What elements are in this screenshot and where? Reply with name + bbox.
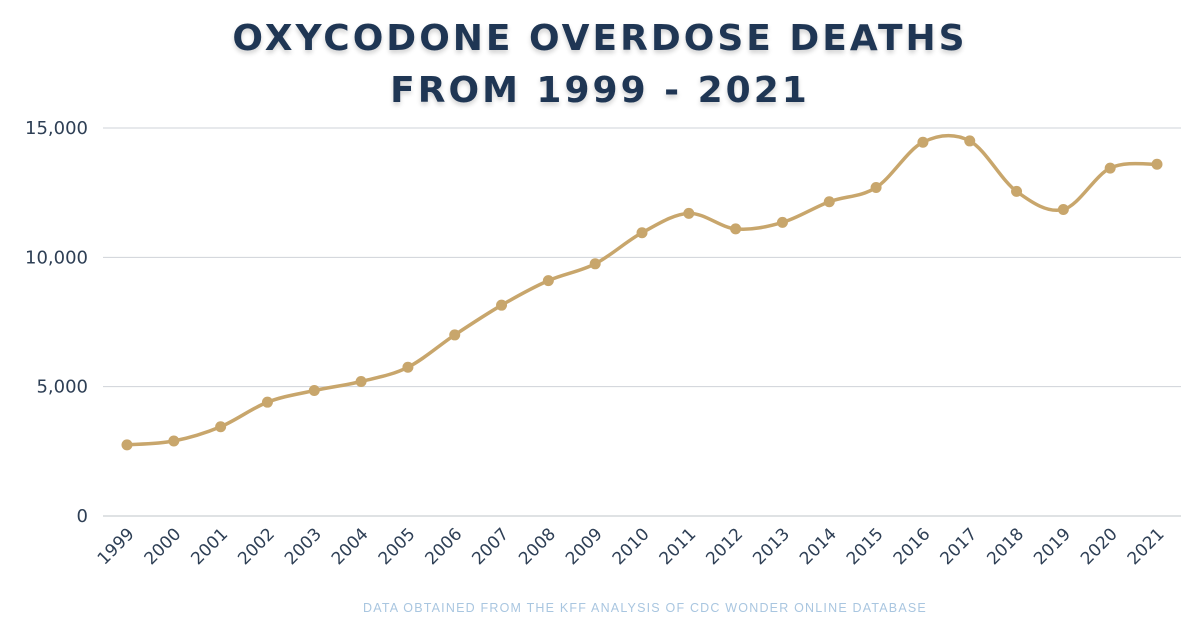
data-point-2015 xyxy=(870,181,882,193)
y-tick-label: 15,000 xyxy=(25,118,88,139)
data-point-2005 xyxy=(402,361,414,373)
x-tick-label: 2014 xyxy=(796,524,841,569)
data-point-2021 xyxy=(1151,158,1163,170)
x-tick-label: 2010 xyxy=(609,524,654,569)
x-tick-label: 2003 xyxy=(281,524,326,569)
x-tick-label: 2017 xyxy=(937,524,982,569)
data-point-2014 xyxy=(823,196,835,208)
data-point-2013 xyxy=(776,216,788,228)
data-point-2018 xyxy=(1011,185,1023,197)
x-tick-label: 2021 xyxy=(1124,524,1169,569)
x-tick-label: 2004 xyxy=(328,524,373,569)
chart-title-line-1: OXYCODONE OVERDOSE DEATHS xyxy=(232,18,968,59)
x-tick-label: 2007 xyxy=(468,524,513,569)
data-point-2012 xyxy=(730,223,742,235)
data-point-2019 xyxy=(1057,203,1069,215)
data-point-1999 xyxy=(121,439,133,451)
data-point-2008 xyxy=(542,275,554,287)
data-point-2017 xyxy=(964,135,976,147)
x-tick-label: 2009 xyxy=(562,524,607,569)
data-point-2016 xyxy=(917,136,929,148)
data-point-2002 xyxy=(261,396,273,408)
data-point-2003 xyxy=(308,385,320,397)
series-line xyxy=(125,133,1159,447)
data-point-2020 xyxy=(1104,162,1116,174)
x-tick-label: 2013 xyxy=(749,524,794,569)
x-tick-label: 2005 xyxy=(375,524,420,569)
x-tick-label: 2006 xyxy=(422,524,467,569)
chart-title-line-2: FROM 1999 - 2021 xyxy=(390,70,810,111)
y-tick-label: 10,000 xyxy=(25,247,88,268)
data-point-2011 xyxy=(683,207,695,219)
data-point-2007 xyxy=(496,299,508,311)
x-tick-label: 2020 xyxy=(1077,524,1122,569)
data-point-2000 xyxy=(168,435,180,447)
data-point-2009 xyxy=(589,258,601,270)
data-point-2006 xyxy=(449,329,461,341)
source-note: DATA OBTAINED FROM THE KFF ANALYSIS OF C… xyxy=(363,601,927,615)
x-tick-label: 1999 xyxy=(94,524,139,569)
y-tick-label: 5,000 xyxy=(36,377,88,398)
x-tick-label: 2000 xyxy=(141,524,186,569)
x-tick-label: 2016 xyxy=(890,524,935,569)
x-tick-label: 2002 xyxy=(234,524,279,569)
x-tick-label: 2012 xyxy=(702,524,747,569)
x-tick-label: 2008 xyxy=(515,524,560,569)
x-tick-label: 2001 xyxy=(187,524,232,569)
x-tick-label: 2019 xyxy=(1030,524,1075,569)
data-point-2004 xyxy=(355,375,367,387)
data-point-2010 xyxy=(636,227,648,239)
y-tick-label: 0 xyxy=(77,506,88,527)
x-tick-label: 2015 xyxy=(843,524,888,569)
data-point-2001 xyxy=(215,421,227,433)
x-tick-label: 2018 xyxy=(983,524,1028,569)
x-tick-label: 2011 xyxy=(656,524,701,569)
